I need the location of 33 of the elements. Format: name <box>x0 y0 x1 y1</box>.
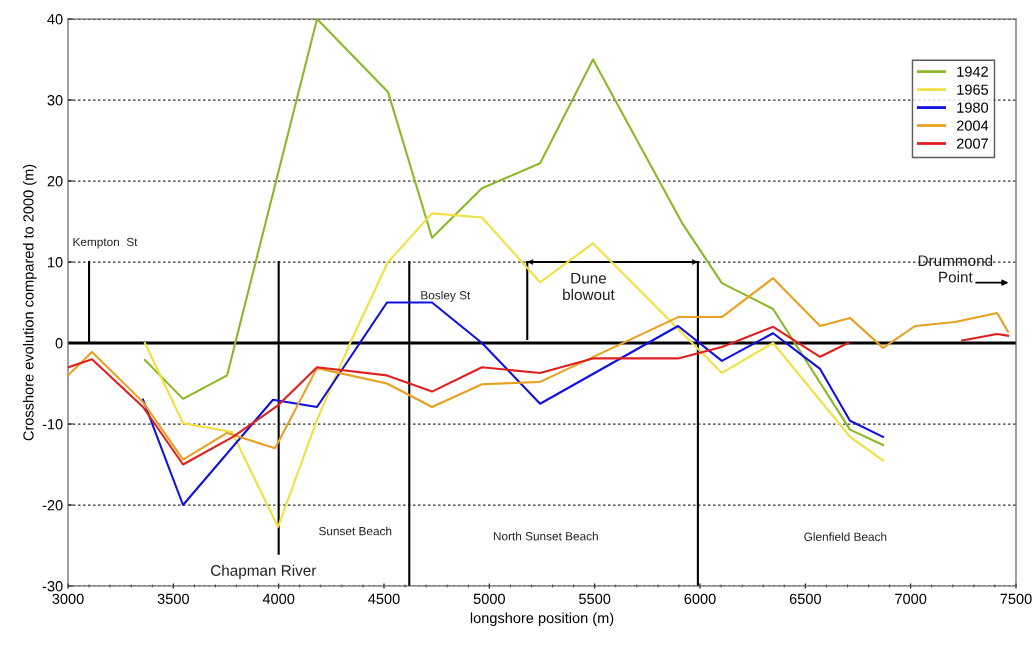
x-axis-title: longshore position (m) <box>470 612 614 627</box>
x-tick-label: 5000 <box>473 593 505 604</box>
y-axis-title: Crosshore evolution compared to 2000 (m) <box>22 164 37 441</box>
x-tick-label: 3500 <box>157 593 189 604</box>
legend-label: 2007 <box>956 138 988 149</box>
y-tick-label: -20 <box>42 500 63 511</box>
annotation: Glenfield Beach <box>804 532 887 541</box>
legend-label: 1980 <box>957 102 989 113</box>
annotation: Dune blowout <box>563 272 615 301</box>
annotation: North Sunset Beach <box>493 531 598 541</box>
y-tick-label: 40 <box>47 14 63 25</box>
y-tick-label: 10 <box>48 257 63 268</box>
annotation: Chapman River <box>211 564 317 579</box>
legend-label: 1965 <box>957 84 989 95</box>
annotation: Sunset Beach <box>319 526 392 536</box>
x-tick-label: 7500 <box>1000 593 1032 604</box>
y-tick-label: -10 <box>42 419 63 430</box>
x-tick-label: 6000 <box>684 593 716 604</box>
legend-label: 1942 <box>957 66 988 77</box>
y-tick-label: 0 <box>55 338 63 349</box>
y-tick-label: 30 <box>47 95 63 106</box>
y-tick-label: 20 <box>47 176 63 187</box>
annotation: Drummond Point <box>918 254 993 283</box>
x-tick-label: 7000 <box>895 593 927 604</box>
y-tick-label: -30 <box>42 581 63 592</box>
x-tick-label: 6500 <box>789 593 821 604</box>
annotation: Bosley St <box>421 290 471 302</box>
x-tick-label: 3000 <box>52 593 84 604</box>
legend-label: 2004 <box>956 120 989 131</box>
x-tick-label: 4500 <box>368 593 400 604</box>
annotation: Kempton St <box>73 237 138 249</box>
x-tick-label: 4000 <box>262 593 295 604</box>
x-tick-label: 5500 <box>579 593 611 604</box>
